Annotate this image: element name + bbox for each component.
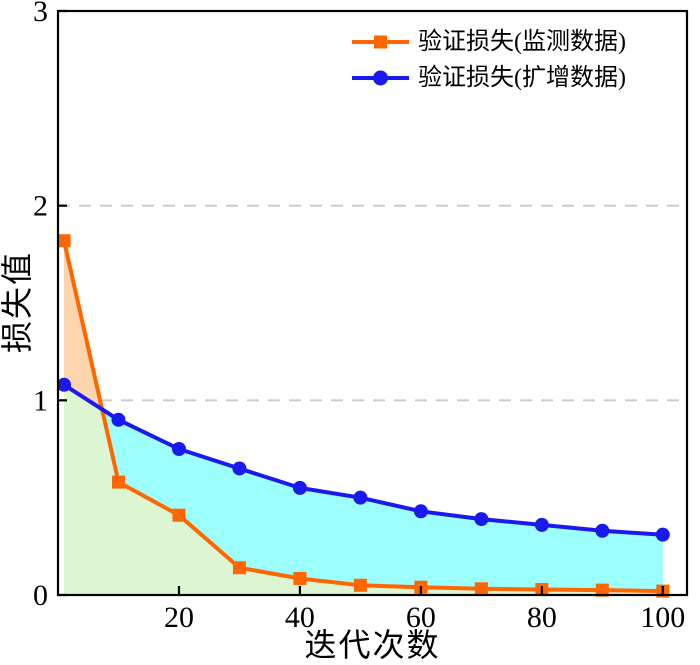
legend-item-monitored-data: 验证损失(监测数据): [352, 24, 626, 60]
circle-marker-icon: [373, 70, 388, 86]
svg-text:80: 80: [527, 601, 557, 634]
blue-circle-line-icon: [352, 70, 409, 86]
svg-text:3: 3: [33, 0, 48, 28]
legend-label-augmented-data: 验证损失(扩增数据): [418, 65, 626, 91]
x-axis-label: 迭代次数: [304, 627, 441, 663]
legend: 验证损失(监测数据) 验证损失(扩增数据): [352, 24, 626, 96]
svg-text:60: 60: [406, 601, 436, 634]
legend-label-monitored-data: 验证损失(监测数据): [418, 29, 626, 55]
svg-text:20: 20: [164, 601, 194, 634]
square-marker-icon: [374, 35, 387, 49]
y-axis-label: 损失值: [0, 251, 35, 354]
legend-item-augmented-data: 验证损失(扩增数据): [352, 60, 626, 96]
svg-text:40: 40: [285, 601, 315, 634]
svg-text:2: 2: [33, 190, 48, 223]
svg-text:1: 1: [33, 384, 48, 417]
svg-text:0: 0: [33, 579, 48, 612]
svg-text:100: 100: [640, 601, 685, 634]
orange-square-line-icon: [352, 35, 409, 49]
